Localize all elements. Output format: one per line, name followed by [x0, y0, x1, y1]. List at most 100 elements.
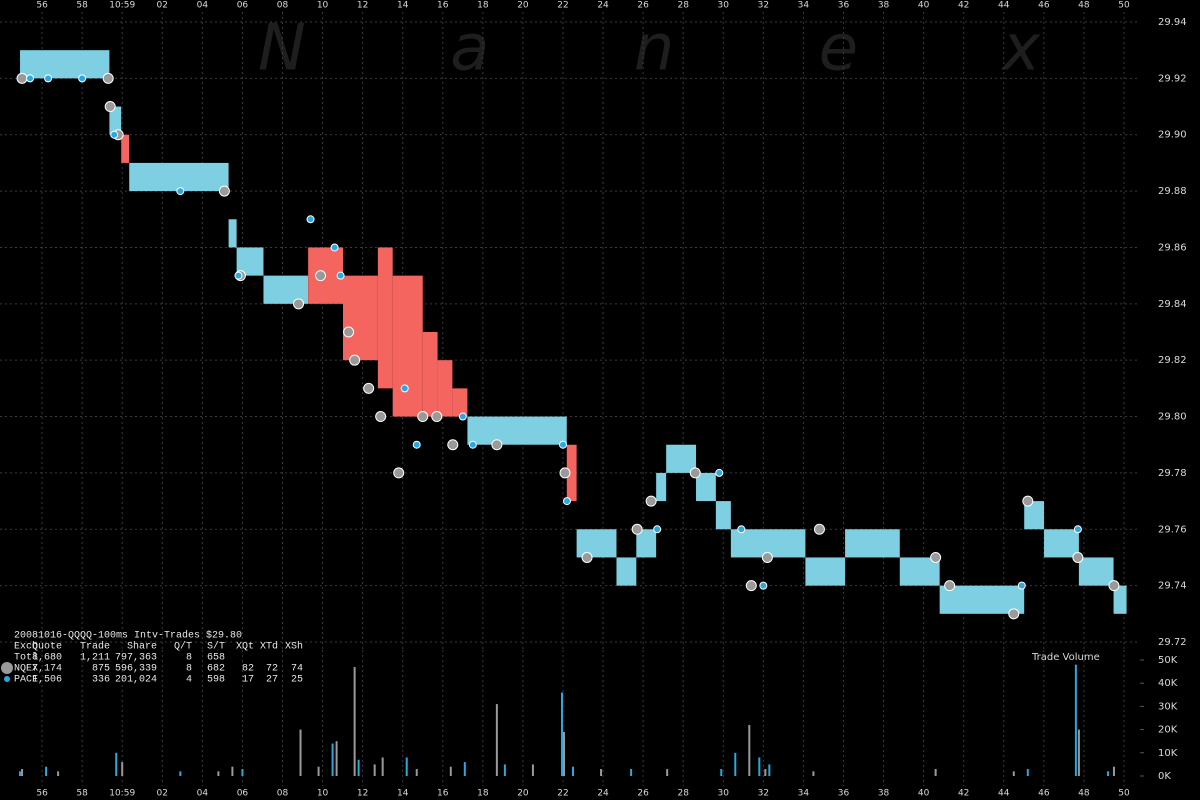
x-tick-label: 12 [357, 1, 368, 11]
x-tick-label: 20 [517, 1, 529, 11]
trade [336, 271, 345, 280]
x-tick-label: 24 [597, 1, 609, 11]
quote-band [805, 557, 846, 586]
trade [737, 525, 746, 534]
marks [16, 50, 1127, 776]
crossed-quote [343, 275, 378, 361]
stats-cell: 1,211 [80, 653, 110, 664]
x-tick-label: 58 [76, 1, 88, 11]
y-tick-label: 29.90 [1158, 130, 1187, 141]
volume-bar [179, 771, 182, 776]
stats-cell: 201,024 [115, 675, 157, 686]
x-tick-label: 18 [477, 789, 489, 799]
volume-bar [335, 741, 338, 776]
y-tick-label: 29.74 [1158, 581, 1187, 592]
y-tick-label: 40K [1158, 678, 1178, 689]
trade [715, 468, 724, 477]
x-tick-label: 50 [1118, 1, 1130, 11]
x-tick-label: 42 [958, 1, 969, 11]
trade [375, 411, 387, 423]
stats-cell: Quote [32, 642, 62, 653]
x-tick-label: 44 [998, 1, 1010, 11]
volume-bar [1074, 664, 1077, 776]
trade [689, 467, 701, 479]
volume-bar [764, 769, 767, 776]
trade [1108, 580, 1120, 592]
trade [1073, 525, 1082, 534]
x-tick-label: 08 [277, 1, 289, 11]
volume-title: Trade Volume [1031, 652, 1100, 663]
volume-bar [758, 757, 761, 776]
x-tick-label: 34 [798, 1, 810, 11]
quote-band [666, 444, 697, 473]
trade [1022, 495, 1034, 507]
quote-band [636, 529, 657, 558]
x-tick-label: 36 [838, 1, 850, 11]
x-tick-label: 44 [998, 789, 1010, 799]
volume-bar [381, 757, 384, 776]
quote-band [20, 50, 110, 79]
trade [110, 130, 119, 139]
x-tick-label: 48 [1078, 1, 1090, 11]
x-tick-label: 40 [918, 1, 930, 11]
crossed-quote [377, 247, 393, 389]
trade [1017, 581, 1026, 590]
y-tick-label: 29.86 [1158, 242, 1187, 253]
quote-band [1024, 501, 1045, 530]
x-tick-label: 42 [958, 789, 969, 799]
stats-cell: 27 [266, 675, 278, 686]
crossed-quote [422, 332, 438, 417]
trade [417, 411, 429, 423]
volume-bar [353, 666, 356, 776]
stats-cell: Q/T [174, 641, 192, 653]
trade [562, 497, 571, 506]
x-tick-label: 32 [758, 789, 769, 799]
stats-cell: 875 [92, 664, 110, 675]
x-tick-label: 04 [197, 789, 209, 799]
x-tick-label: 18 [477, 1, 489, 11]
trade [431, 411, 443, 423]
y-tick-label: 20K [1158, 725, 1178, 736]
quote-band [228, 219, 237, 248]
x-tick-label: 30 [718, 789, 730, 799]
volume-bar [415, 769, 418, 776]
trade [363, 382, 375, 394]
volume-bar [812, 771, 815, 776]
trade [102, 72, 114, 84]
x-tick-label: 12 [357, 789, 368, 799]
x-tick-label: 04 [197, 1, 209, 11]
y-tick-label: 29.84 [1158, 299, 1187, 310]
watermark: N a n e x [258, 12, 1102, 86]
x-tick-label: 28 [677, 1, 689, 11]
x-tick-label: 20 [517, 789, 529, 799]
x-tick-label: 30 [718, 1, 730, 11]
stats-cell: 8,680 [32, 653, 62, 664]
legend-marker [1, 662, 13, 674]
volume-bar [572, 766, 575, 776]
x-tick-label: 06 [237, 1, 249, 11]
quote-band [129, 162, 229, 192]
volume-bar [357, 759, 360, 776]
stats-cell: Trade [80, 641, 110, 653]
stats-cell: XSh [285, 641, 303, 653]
stats-cell: 1,506 [32, 675, 62, 686]
x-tick-label: 26 [637, 1, 649, 11]
trade [745, 580, 757, 592]
trade [447, 439, 459, 451]
trade [400, 384, 409, 393]
trade [761, 551, 773, 563]
x-tick-label: 48 [1078, 789, 1090, 799]
y-tick-label: 29.88 [1158, 186, 1187, 197]
x-tick-label: 26 [637, 789, 649, 799]
stats-cell: 4 [186, 675, 192, 686]
y-tick-label: 10K [1158, 748, 1178, 759]
stats-cell: 25 [291, 675, 303, 686]
trade [234, 271, 243, 280]
x-tick-label: 24 [597, 789, 609, 799]
x-tick-label: 10 [317, 789, 329, 799]
volume-bar [217, 771, 220, 776]
x-tick-label: 50 [1118, 789, 1130, 799]
stats-cell: S/T [207, 641, 225, 653]
